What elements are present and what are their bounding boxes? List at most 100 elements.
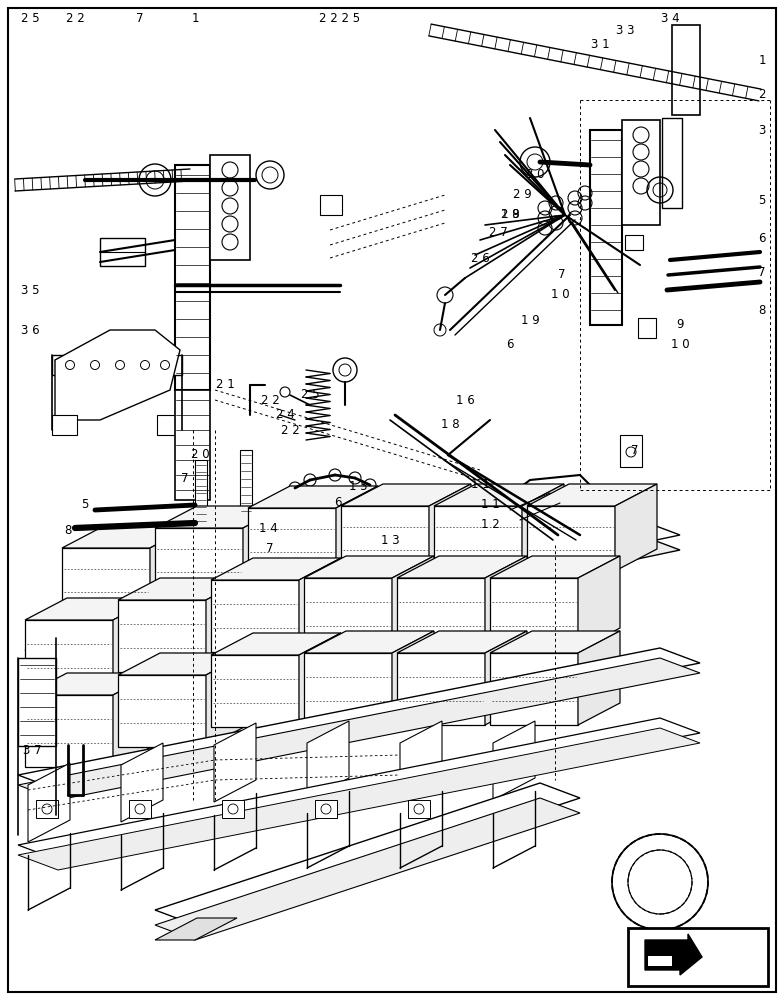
Polygon shape	[615, 484, 657, 571]
Polygon shape	[214, 723, 256, 802]
Polygon shape	[299, 633, 341, 727]
Polygon shape	[490, 556, 620, 578]
Polygon shape	[490, 653, 578, 725]
Bar	[622, 120, 660, 225]
Bar	[18, 658, 56, 746]
Polygon shape	[25, 535, 680, 680]
Text: 3 1: 3 1	[590, 38, 609, 51]
Bar	[157, 415, 182, 435]
Polygon shape	[206, 653, 248, 747]
Bar	[625, 235, 643, 250]
Polygon shape	[490, 578, 578, 650]
Polygon shape	[429, 484, 471, 571]
Text: 3 5: 3 5	[20, 284, 39, 296]
Text: 1 8: 1 8	[441, 418, 459, 432]
Polygon shape	[645, 934, 702, 975]
Text: 2 2 2 5: 2 2 2 5	[319, 11, 361, 24]
Bar	[638, 318, 656, 338]
Polygon shape	[341, 484, 471, 506]
Bar	[590, 130, 622, 325]
Polygon shape	[397, 631, 527, 653]
Polygon shape	[155, 506, 285, 528]
Text: 1 2: 1 2	[481, 518, 499, 532]
Polygon shape	[118, 675, 206, 747]
Text: 3 3: 3 3	[615, 23, 634, 36]
Text: 2 5: 2 5	[20, 11, 39, 24]
Polygon shape	[578, 556, 620, 650]
Text: 1 6: 1 6	[456, 393, 474, 406]
Polygon shape	[62, 526, 192, 548]
Polygon shape	[25, 598, 155, 620]
Text: 1 3: 1 3	[381, 534, 399, 546]
Polygon shape	[307, 721, 349, 800]
Polygon shape	[304, 556, 434, 578]
Polygon shape	[155, 528, 243, 593]
Text: 5: 5	[758, 194, 766, 207]
Text: 7: 7	[267, 542, 274, 554]
Text: 7: 7	[631, 444, 639, 456]
Text: 7: 7	[181, 472, 189, 485]
Text: 2 5: 2 5	[301, 388, 319, 401]
Text: 8: 8	[758, 304, 766, 316]
Polygon shape	[304, 578, 392, 650]
Text: 2 8: 2 8	[501, 209, 519, 222]
Polygon shape	[392, 556, 434, 650]
Text: 2 2: 2 2	[281, 424, 299, 436]
Text: 2 7: 2 7	[488, 226, 507, 238]
Text: 1 5: 1 5	[349, 481, 368, 493]
Bar	[315, 800, 337, 818]
Text: 1 1: 1 1	[481, 498, 499, 512]
Polygon shape	[62, 548, 150, 613]
Bar	[175, 390, 210, 500]
Polygon shape	[18, 728, 700, 870]
Text: 2 0: 2 0	[191, 448, 209, 462]
Polygon shape	[527, 506, 615, 571]
Polygon shape	[118, 578, 248, 600]
Text: 1 0: 1 0	[670, 338, 689, 352]
Text: 2: 2	[758, 89, 766, 102]
Polygon shape	[18, 658, 700, 800]
Polygon shape	[578, 631, 620, 725]
Text: 1: 1	[191, 11, 199, 24]
Bar	[408, 800, 430, 818]
Bar	[620, 435, 642, 467]
Polygon shape	[392, 631, 434, 725]
Text: 1 0: 1 0	[550, 288, 569, 302]
Text: 2 4: 2 4	[276, 408, 294, 422]
Polygon shape	[397, 653, 485, 725]
Text: 6: 6	[758, 232, 766, 244]
Polygon shape	[490, 631, 620, 653]
Text: 1 9: 1 9	[501, 209, 519, 222]
Text: 7: 7	[558, 268, 566, 282]
Polygon shape	[113, 673, 155, 767]
Polygon shape	[211, 558, 341, 580]
Polygon shape	[25, 520, 680, 665]
Polygon shape	[434, 506, 522, 571]
Bar	[320, 195, 342, 215]
Polygon shape	[400, 721, 442, 800]
Polygon shape	[28, 763, 70, 842]
Bar	[175, 165, 210, 390]
Bar	[195, 460, 207, 528]
Text: 3 7: 3 7	[23, 744, 42, 756]
Text: 7: 7	[758, 265, 766, 278]
Polygon shape	[527, 484, 657, 506]
Polygon shape	[18, 718, 700, 860]
Polygon shape	[25, 620, 113, 692]
Polygon shape	[485, 631, 527, 725]
Polygon shape	[155, 798, 580, 940]
Text: 1 1: 1 1	[470, 479, 489, 491]
Polygon shape	[155, 783, 580, 925]
Polygon shape	[522, 484, 564, 571]
Bar	[52, 355, 182, 375]
Polygon shape	[336, 486, 378, 573]
Polygon shape	[211, 655, 299, 727]
Polygon shape	[18, 648, 700, 790]
Polygon shape	[150, 526, 192, 613]
Text: 3 0: 3 0	[526, 168, 544, 182]
Text: 5: 5	[82, 498, 89, 512]
Polygon shape	[118, 600, 206, 672]
Polygon shape	[648, 956, 672, 966]
Bar	[240, 450, 252, 515]
Polygon shape	[121, 743, 163, 822]
